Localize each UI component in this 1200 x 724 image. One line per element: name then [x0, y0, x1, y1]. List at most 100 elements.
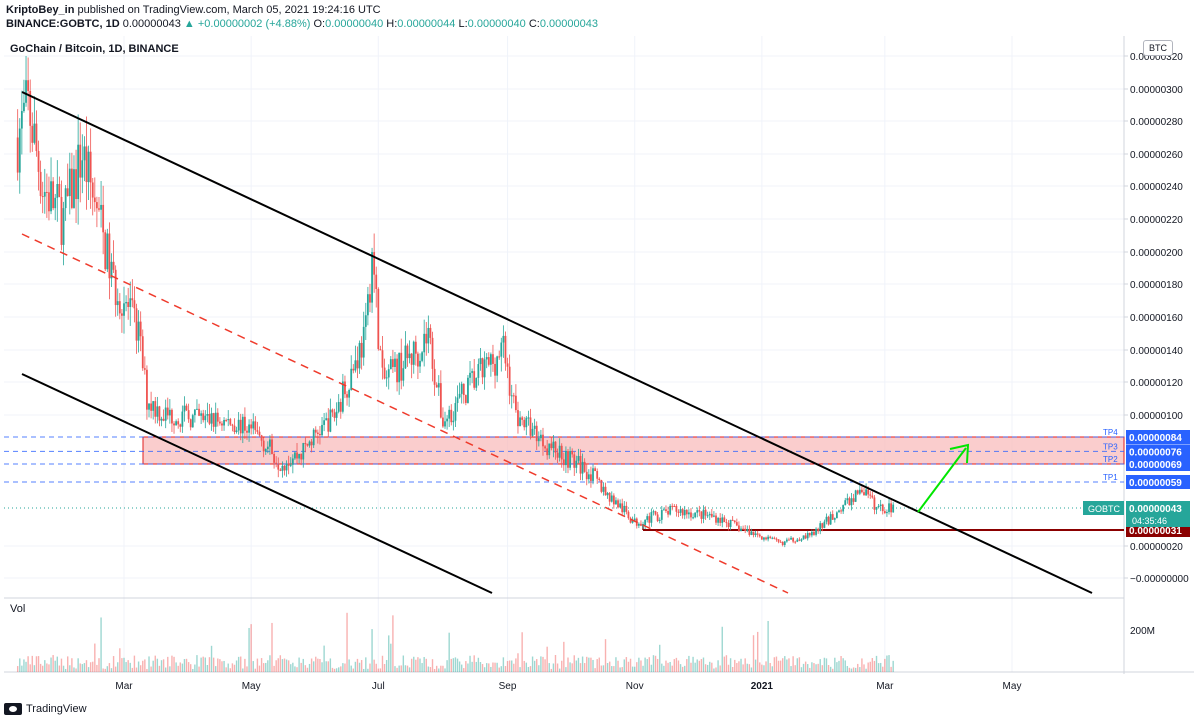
candle-body [748, 529, 751, 535]
volume-bar [854, 667, 857, 672]
volume-bar [884, 658, 886, 672]
candle-body [477, 364, 480, 378]
candle-body [350, 368, 353, 390]
volume-bar [429, 667, 432, 672]
tp-label: TP4 [1103, 428, 1118, 437]
candle-body [442, 417, 444, 427]
candle-body [744, 528, 747, 531]
candle-body [562, 459, 565, 466]
candle-body [821, 523, 824, 528]
candle-body [458, 393, 461, 398]
volume-bar [398, 665, 400, 672]
volume-bar [661, 663, 663, 672]
candle-body [323, 420, 326, 425]
volume-bar [721, 626, 723, 672]
author-name[interactable]: KriptoBey_in [6, 4, 75, 16]
footer-brand[interactable]: TradingView [4, 703, 87, 715]
candle-body [617, 500, 619, 508]
volume-bar [460, 664, 463, 672]
volume-bar [223, 660, 225, 672]
volume-bar [686, 659, 688, 672]
volume-bar [325, 661, 327, 672]
candle-body [344, 381, 346, 395]
volume-bar [852, 667, 855, 672]
volume-bar [846, 666, 849, 672]
candle-body [771, 537, 774, 539]
candle-body [421, 352, 423, 361]
candle-body [310, 441, 313, 446]
candle-body [43, 191, 46, 197]
currency-badge[interactable]: BTC [1143, 40, 1173, 56]
candle-body [485, 357, 488, 360]
time-tick-label: May [1003, 681, 1022, 692]
candle-body [738, 525, 740, 531]
volume-bar [254, 668, 257, 672]
candle-body [800, 539, 803, 541]
candle-body [356, 360, 359, 369]
candle-body [91, 182, 94, 198]
candle-body [469, 372, 471, 378]
candle-body [235, 430, 238, 432]
volume-bar [709, 661, 711, 672]
candle-body [25, 80, 27, 103]
volume-bar [600, 665, 603, 672]
volume-bar [356, 658, 359, 672]
volume-bar [759, 662, 761, 672]
candle-body [450, 409, 453, 423]
volume-bar [588, 657, 590, 672]
volume-bar [502, 657, 505, 672]
candle-body [133, 300, 136, 309]
candle-body [218, 421, 221, 424]
last-price: 0.00000043 [122, 18, 181, 30]
candle-body [654, 511, 657, 515]
volume-bar [873, 660, 876, 672]
volume-bar [296, 667, 298, 672]
time-axis[interactable]: Mar May Jul Sep Nov 2021 Mar May [115, 681, 1021, 692]
volume-bar [410, 658, 413, 672]
volume-bar [304, 665, 307, 672]
candle-body [886, 512, 888, 514]
candle-body [746, 529, 749, 531]
candle-body [785, 539, 788, 542]
candle-body [489, 354, 492, 365]
volume-bar [446, 660, 448, 672]
price-axis[interactable]: 0.00000320 0.00000300 0.00000280 0.00000260… [1124, 52, 1189, 637]
candle-body [64, 188, 67, 209]
candle-body [275, 462, 278, 465]
volume-bar [256, 658, 259, 672]
candle-body [96, 202, 98, 209]
candle-body [400, 352, 403, 381]
volume-bar [496, 662, 498, 672]
volume-bar [421, 663, 423, 672]
volume-bar [775, 656, 778, 672]
candle-body [510, 395, 513, 397]
price-tick-label: 0.00000120 [1130, 378, 1183, 389]
close-value: 0.00000043 [539, 18, 598, 30]
candle-body [542, 434, 544, 447]
candle-body [621, 503, 624, 513]
candle-body [433, 368, 436, 385]
candle-body [552, 441, 555, 449]
volume-bar [554, 655, 557, 672]
volume-bar [625, 657, 628, 672]
price-tick-label: 0.00000320 [1130, 52, 1183, 63]
candle-body [496, 356, 499, 376]
volume-bar [829, 666, 832, 672]
candle-body [500, 342, 503, 357]
candle-body [581, 461, 584, 474]
volume-bar [713, 668, 715, 672]
volume-bar [882, 666, 884, 672]
volume-bar [235, 660, 238, 672]
price-tick-label: 0.00000140 [1130, 346, 1183, 357]
candle-body [273, 453, 275, 463]
candle-body [398, 352, 401, 383]
volume-bar [58, 665, 61, 672]
candle-body [141, 336, 144, 369]
volume-bar [533, 660, 536, 672]
candle-body [846, 498, 849, 501]
volume-bar [354, 661, 357, 672]
price-tick-label: 0.00000180 [1130, 280, 1183, 291]
volume-bar [375, 663, 377, 672]
candle-body [700, 511, 703, 519]
